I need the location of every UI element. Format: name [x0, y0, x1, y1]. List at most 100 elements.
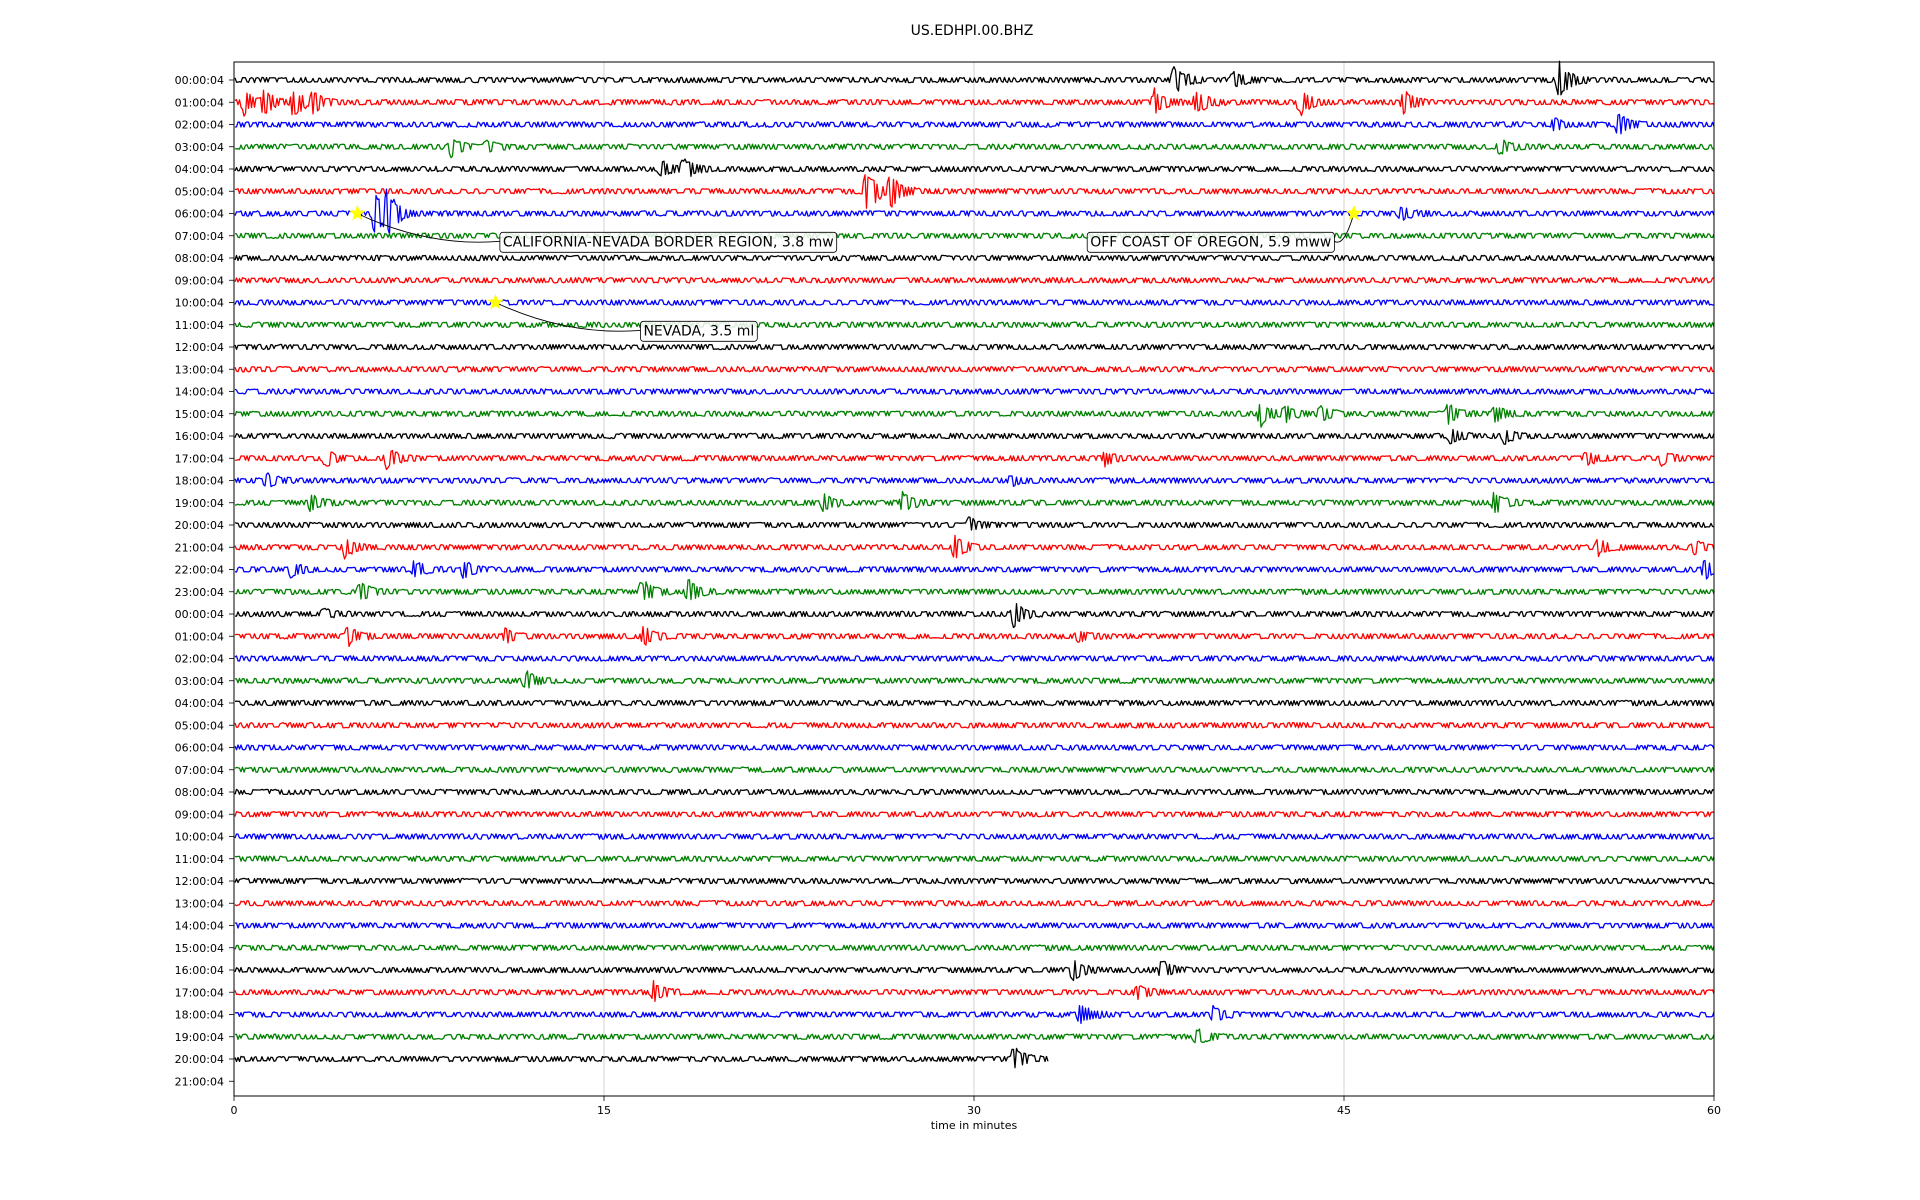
trace-2 [234, 113, 1715, 135]
row-label: 18:00:04 [175, 1009, 224, 1022]
event-annotation: NEVADA, 3.5 ml [487, 293, 758, 342]
row-label: 19:00:04 [175, 1031, 224, 1044]
trace-44 [234, 1047, 1049, 1069]
row-label: 11:00:04 [175, 853, 224, 866]
x-tick-label: 15 [597, 1104, 611, 1117]
row-label: 17:00:04 [175, 452, 224, 465]
row-label: 21:00:04 [175, 1075, 224, 1088]
trace-18 [234, 472, 1715, 488]
trace-31 [234, 766, 1715, 773]
event-label: NEVADA, 3.5 ml [643, 323, 754, 339]
row-label: 00:00:04 [175, 608, 224, 621]
event-connector [357, 213, 500, 243]
trace-9 [234, 277, 1715, 284]
row-label: 03:00:04 [175, 675, 224, 688]
row-label: 22:00:04 [175, 564, 224, 577]
row-label: 16:00:04 [175, 430, 224, 443]
event-annotation: CALIFORNIA-NEVADA BORDER REGION, 3.8 mw [349, 204, 838, 253]
trace-23 [234, 579, 1715, 601]
row-label: 16:00:04 [175, 964, 224, 977]
x-tick-label: 60 [1707, 1104, 1721, 1117]
trace-16 [234, 428, 1715, 445]
row-label: 14:00:04 [175, 386, 224, 399]
row-label: 19:00:04 [175, 497, 224, 510]
trace-28 [234, 699, 1715, 707]
row-label: 08:00:04 [175, 786, 224, 799]
row-label: 21:00:04 [175, 541, 224, 554]
trace-42 [235, 1004, 1715, 1025]
row-label: 11:00:04 [175, 319, 224, 332]
trace-10 [234, 299, 1715, 306]
trace-37 [234, 900, 1715, 907]
row-label: 10:00:04 [175, 831, 224, 844]
trace-33 [234, 811, 1715, 818]
row-label: 08:00:04 [175, 252, 224, 265]
row-label: 20:00:04 [175, 1053, 224, 1066]
event-label-box [499, 231, 838, 253]
row-label: 05:00:04 [175, 185, 224, 198]
row-label: 13:00:04 [175, 897, 224, 910]
trace-25 [234, 626, 1715, 648]
row-label: 00:00:04 [175, 74, 224, 87]
trace-35 [234, 855, 1715, 862]
trace-14 [234, 388, 1715, 395]
trace-11 [234, 321, 1715, 328]
trace-34 [234, 833, 1715, 840]
trace-15 [234, 403, 1715, 428]
trace-20 [234, 516, 1715, 531]
row-label: 01:00:04 [175, 96, 224, 109]
row-label: 07:00:04 [175, 230, 224, 243]
trace-41 [234, 979, 1715, 1002]
row-label: 06:00:04 [175, 208, 224, 221]
x-axis-label: time in minutes [931, 1119, 1018, 1132]
trace-8 [234, 254, 1715, 262]
event-label-box [1086, 231, 1335, 253]
row-label: 13:00:04 [175, 363, 224, 376]
row-label: 15:00:04 [175, 942, 224, 955]
trace-39 [234, 944, 1715, 951]
trace-29 [234, 722, 1715, 729]
trace-4 [234, 158, 1715, 177]
row-label: 04:00:04 [175, 163, 224, 176]
row-label: 12:00:04 [175, 341, 224, 354]
trace-43 [234, 1028, 1715, 1044]
row-label: 02:00:04 [175, 653, 224, 666]
trace-12 [234, 343, 1715, 351]
plot-frame [233, 61, 1715, 1097]
trace-38 [234, 922, 1715, 929]
row-label: 04:00:04 [175, 697, 224, 710]
x-gridlines [603, 62, 1345, 1096]
x-axis-ticks: 0 15 30 45 60 [231, 1096, 1721, 1117]
trace-22 [234, 559, 1715, 580]
row-label: 01:00:04 [175, 630, 224, 643]
event-annotation: OFF COAST OF OREGON, 5.9 mww [1086, 204, 1363, 253]
trace-13 [234, 366, 1714, 373]
chart-title: US.EDHPI.00.BHZ [911, 23, 1034, 39]
seismic-traces [234, 60, 1715, 1069]
event-label: OFF COAST OF OREGON, 5.9 mww [1090, 234, 1331, 250]
trace-19 [234, 490, 1715, 514]
event-star [1345, 204, 1363, 221]
x-tick-label: 45 [1337, 1104, 1351, 1117]
row-label: 07:00:04 [175, 764, 224, 777]
trace-1 [234, 87, 1715, 117]
trace-40 [234, 960, 1715, 982]
trace-3 [234, 139, 1715, 159]
event-connector [1334, 213, 1355, 243]
row-label: 03:00:04 [175, 141, 224, 154]
x-tick-label: 30 [967, 1104, 981, 1117]
event-label-box [640, 320, 758, 342]
trace-32 [234, 788, 1715, 796]
event-star [349, 204, 366, 221]
trace-24 [234, 603, 1715, 629]
event-connector [495, 302, 641, 332]
row-label: 02:00:04 [175, 119, 224, 132]
trace-26 [234, 655, 1715, 662]
row-label: 18:00:04 [175, 475, 224, 488]
row-label: 09:00:04 [175, 808, 224, 821]
trace-6 [234, 188, 1715, 235]
row-label: 17:00:04 [175, 986, 224, 999]
row-label: 05:00:04 [175, 719, 224, 732]
trace-0 [234, 60, 1715, 96]
